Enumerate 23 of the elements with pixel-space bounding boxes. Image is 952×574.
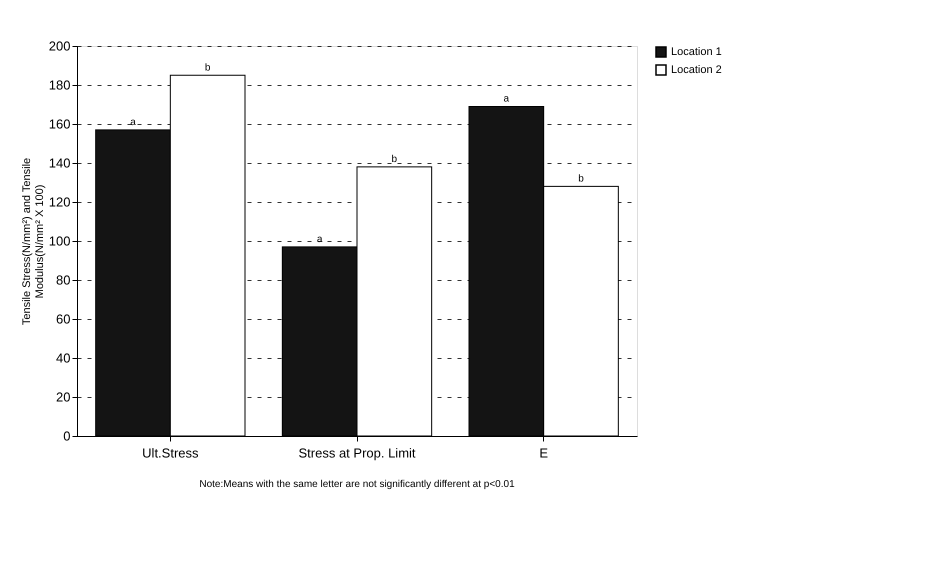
y-tick-label: 160	[48, 116, 70, 132]
y-tick-label: 0	[63, 428, 70, 444]
x-tick-label: Ult.Stress	[142, 446, 200, 460]
y-tick-label: 140	[48, 156, 70, 170]
y-tick-label: 40	[56, 350, 70, 366]
y-tick-label: 60	[56, 312, 70, 326]
x-tick-label: Stress at Prop. Limit	[298, 446, 416, 460]
data-label: a	[130, 116, 136, 128]
y-axis-title: Tensile Stress(N/mm²) and Tensile Modulus(N/mm² X 100)	[20, 158, 46, 326]
data-label: b	[392, 154, 398, 165]
legend-label: Location 1	[671, 46, 722, 58]
data-label: b	[578, 173, 584, 184]
y-tick-label: 100	[48, 234, 70, 248]
data-label: b	[204, 62, 211, 74]
text: Note:Means with the same letter are not significantly different at p<0.01	[199, 479, 516, 490]
x-tick-label: E	[539, 446, 548, 460]
y-tick-label: 20	[56, 390, 70, 404]
y-tick-label: 200	[48, 38, 70, 54]
y-tick-label: 180	[48, 78, 70, 92]
legend-label: Location 2	[671, 64, 722, 76]
data-label: a	[504, 93, 510, 104]
y-tick-label: 120	[48, 194, 70, 210]
y-tick-label: 80	[56, 272, 70, 288]
